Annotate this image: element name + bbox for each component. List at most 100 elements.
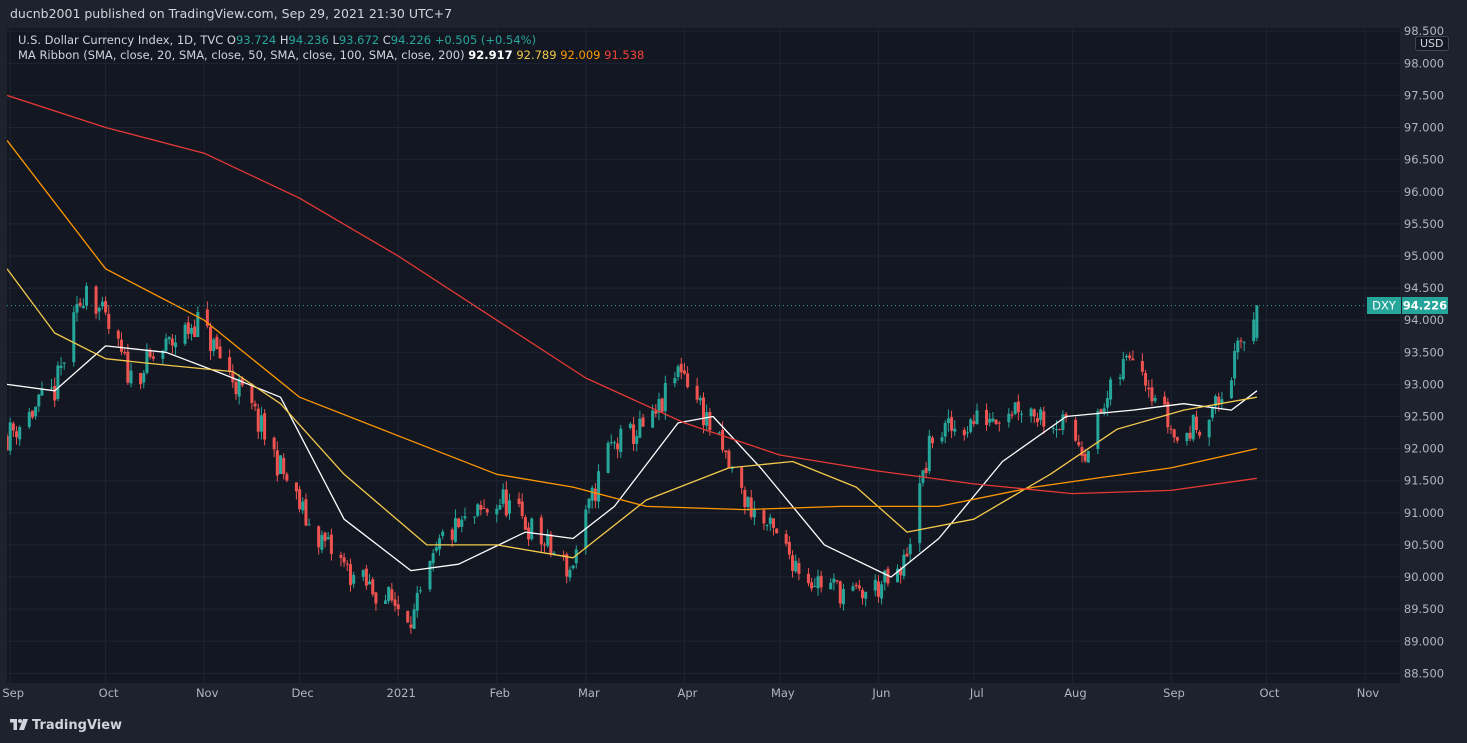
candle-body: [30, 410, 34, 418]
candle-body: [527, 527, 531, 540]
candle-body: [209, 326, 213, 351]
x-tick-label: May: [771, 686, 795, 700]
candle-body: [641, 417, 645, 427]
candle-body: [679, 363, 683, 373]
candle-body: [100, 301, 104, 307]
candle-body: [1185, 433, 1189, 442]
candle-body: [1239, 340, 1243, 342]
candle-body: [752, 508, 756, 518]
candle-body: [1147, 387, 1151, 390]
candle-body: [1140, 361, 1144, 372]
candle-body: [1099, 409, 1103, 413]
candle-body: [196, 311, 200, 338]
candle-body: [326, 537, 330, 540]
candle-body: [1118, 377, 1122, 380]
candle-body: [129, 370, 133, 384]
candle-body: [517, 498, 521, 504]
candle-body: [263, 413, 267, 440]
x-tick-label: Oct: [1259, 686, 1279, 700]
last-price-tag-text: 94.226: [1403, 299, 1447, 313]
candle-body: [832, 578, 836, 583]
candle-body: [835, 580, 839, 582]
candle-body: [1007, 413, 1011, 423]
currency-button[interactable]: USD: [1415, 36, 1449, 51]
candle-body: [396, 604, 400, 610]
candle-body: [1210, 407, 1214, 418]
candle-body: [1102, 408, 1106, 414]
candle-body: [1083, 453, 1087, 462]
chart-area[interactable]: [7, 28, 1400, 683]
candle-body: [905, 553, 909, 557]
candle-body: [450, 529, 454, 540]
candle-body: [438, 538, 442, 550]
candle-body: [975, 410, 979, 425]
x-tick-label: Oct: [99, 686, 119, 700]
candle-body: [1013, 402, 1017, 415]
candle-body: [371, 579, 375, 595]
candle-body: [899, 568, 903, 576]
candle-body: [259, 415, 263, 432]
candle-body: [1236, 340, 1240, 353]
tradingview-logo[interactable]: TradingView: [10, 718, 122, 733]
candle-body: [994, 419, 998, 425]
candle-body: [927, 435, 931, 472]
candle-body: [145, 350, 149, 373]
candle-body: [1131, 358, 1135, 361]
candle-body: [520, 501, 524, 517]
candle-body: [294, 482, 298, 492]
ma-ribbon-legend: MA Ribbon (SMA, close, 20, SMA, close, 5…: [18, 48, 644, 63]
candle-body: [896, 568, 900, 583]
candle-body: [651, 410, 655, 428]
candle-body: [279, 455, 283, 474]
candle-body: [72, 312, 76, 363]
candle-body: [746, 497, 750, 507]
candle-body: [282, 457, 286, 475]
ma100-value: 92.009: [560, 48, 601, 62]
candle-body: [686, 373, 690, 388]
candle-body: [924, 468, 928, 474]
candle-body: [1150, 387, 1154, 402]
candle-body: [565, 554, 569, 577]
y-tick-label: 96.500: [1404, 153, 1444, 167]
ohlc-legend: U.S. Dollar Currency Index, 1D, TVC O93.…: [18, 33, 644, 48]
candle-body: [702, 397, 705, 426]
price-chart[interactable]: [7, 28, 1400, 683]
candle-body: [771, 518, 775, 528]
candle-body: [507, 500, 511, 514]
candle-body: [606, 442, 610, 473]
candle-body: [142, 372, 146, 383]
x-tick-label: Sep: [2, 686, 24, 700]
candle-body: [991, 418, 995, 422]
candle-body: [810, 582, 814, 589]
candle-body: [1121, 359, 1125, 380]
tradingview-brand: TradingView: [32, 718, 123, 733]
candle-body: [1105, 398, 1109, 408]
candle-body: [698, 398, 702, 401]
candle-body: [1109, 379, 1113, 400]
candle-body: [94, 286, 98, 314]
candle-body: [212, 339, 216, 352]
candle-body: [749, 497, 753, 517]
candle-body: [320, 535, 324, 550]
candle-body: [880, 584, 884, 599]
candle-body: [186, 322, 190, 334]
footer-bar: TradingView: [0, 706, 1467, 743]
candle-body: [806, 573, 810, 584]
ma-ribbon-label: MA Ribbon (SMA, close, 20, SMA, close, 5…: [18, 48, 465, 62]
candle-body: [234, 382, 238, 395]
candle-body: [628, 423, 632, 429]
symbol-title: U.S. Dollar Currency Index, 1D, TVC: [18, 33, 224, 47]
candle-body: [794, 560, 798, 572]
candle-body: [930, 437, 934, 444]
y-tick-label: 94.000: [1404, 313, 1444, 327]
candle-body: [482, 507, 486, 509]
candle-body: [695, 385, 699, 400]
candle-body: [383, 600, 387, 604]
candle-body: [841, 589, 845, 605]
candle-body: [568, 569, 572, 578]
candle-body: [275, 450, 279, 476]
candle-body: [1220, 399, 1224, 404]
candle-body: [441, 531, 445, 536]
candle-body: [215, 336, 219, 349]
candle-body: [546, 533, 550, 546]
